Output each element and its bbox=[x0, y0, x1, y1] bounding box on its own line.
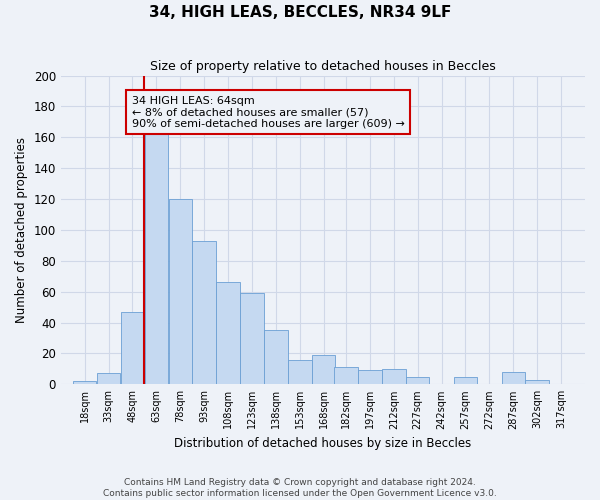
Bar bbox=[121, 312, 144, 384]
Text: 34, HIGH LEAS, BECCLES, NR34 9LF: 34, HIGH LEAS, BECCLES, NR34 9LF bbox=[149, 5, 451, 20]
Bar bbox=[312, 355, 335, 384]
Bar bbox=[240, 293, 264, 384]
Title: Size of property relative to detached houses in Beccles: Size of property relative to detached ho… bbox=[150, 60, 496, 73]
Bar bbox=[264, 330, 287, 384]
Bar bbox=[526, 380, 549, 384]
Text: 34 HIGH LEAS: 64sqm
← 8% of detached houses are smaller (57)
90% of semi-detache: 34 HIGH LEAS: 64sqm ← 8% of detached hou… bbox=[131, 96, 404, 129]
Bar bbox=[502, 372, 525, 384]
Bar bbox=[97, 374, 121, 384]
Bar bbox=[382, 369, 406, 384]
Bar bbox=[73, 381, 97, 384]
Bar bbox=[145, 125, 168, 384]
Bar bbox=[406, 376, 430, 384]
Bar bbox=[193, 240, 216, 384]
Text: Contains HM Land Registry data © Crown copyright and database right 2024.
Contai: Contains HM Land Registry data © Crown c… bbox=[103, 478, 497, 498]
Bar bbox=[288, 360, 311, 384]
Bar bbox=[334, 368, 358, 384]
Bar bbox=[217, 282, 240, 384]
Bar bbox=[169, 199, 192, 384]
Bar bbox=[454, 376, 477, 384]
Bar bbox=[358, 370, 382, 384]
X-axis label: Distribution of detached houses by size in Beccles: Distribution of detached houses by size … bbox=[174, 437, 472, 450]
Y-axis label: Number of detached properties: Number of detached properties bbox=[15, 137, 28, 323]
